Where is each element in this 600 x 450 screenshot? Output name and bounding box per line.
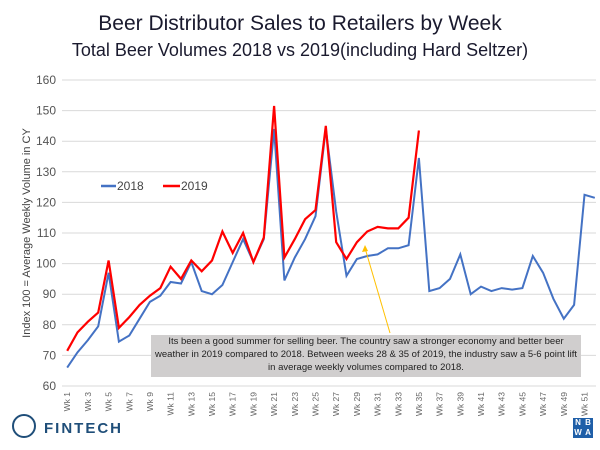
legend-label-2019: 2019 — [181, 179, 208, 193]
fintech-logo-text: FINTECH — [44, 420, 123, 437]
chart-subtitle: Total Beer Volumes 2018 vs 2019(includin… — [71, 40, 529, 60]
nbwa-b: B — [585, 418, 591, 427]
x-tick-label: Wk 9 — [145, 392, 155, 412]
annotation-arrow — [364, 247, 391, 334]
x-axis-ticks: Wk 1 Wk 3 Wk 5 Wk 7 Wk 9 Wk 11 Wk 13 Wk 15 Wk 17… — [62, 392, 589, 416]
legend: 2018 2019 — [101, 179, 208, 193]
x-tick-label: Wk 19 — [248, 392, 258, 416]
y-axis-label: Index 100 = Average Weekly Volume in CY — [21, 128, 33, 338]
x-tick-label: Wk 41 — [476, 392, 486, 416]
y-tick-label: 160 — [36, 73, 56, 87]
x-tick-label: Wk 25 — [310, 392, 320, 416]
y-tick-label: 90 — [43, 287, 57, 301]
x-tick-label: Wk 21 — [269, 392, 279, 416]
x-tick-label: Wk 43 — [497, 392, 507, 416]
fintech-logo-icon — [12, 414, 36, 438]
x-tick-label: Wk 49 — [559, 392, 569, 416]
y-tick-label: 140 — [36, 134, 56, 148]
x-tick-label: Wk 11 — [166, 392, 176, 416]
x-tick-label: Wk 47 — [538, 392, 548, 416]
x-tick-label: Wk 17 — [228, 392, 238, 416]
y-tick-label: 70 — [43, 348, 57, 362]
x-tick-label: Wk 35 — [414, 392, 424, 416]
y-tick-label: 120 — [36, 195, 56, 209]
x-tick-label: Wk 45 — [517, 392, 527, 416]
nbwa-n: N — [575, 418, 581, 427]
x-tick-label: Wk 37 — [435, 392, 445, 416]
nbwa-logo-icon: N B W A — [573, 418, 593, 438]
x-tick-label: Wk 7 — [124, 392, 134, 412]
y-tick-label: 130 — [36, 165, 56, 179]
series-line-2019 — [66, 105, 420, 352]
nbwa-a: A — [585, 428, 591, 437]
annotation-box: Its been a good summer for selling beer.… — [151, 335, 581, 377]
chart-title: Beer Distributor Sales to Retailers by W… — [98, 12, 502, 35]
x-tick-label: Wk 13 — [186, 392, 196, 416]
x-tick-label: Wk 5 — [104, 392, 114, 412]
y-tick-label: 100 — [36, 257, 56, 271]
y-tick-label: 150 — [36, 104, 56, 118]
y-tick-label: 60 — [43, 379, 57, 393]
legend-label-2018: 2018 — [117, 179, 144, 193]
x-tick-label: Wk 27 — [331, 392, 341, 416]
nbwa-w: W — [574, 428, 582, 437]
series-lines — [66, 105, 596, 369]
x-tick-label: Wk 51 — [579, 392, 589, 416]
series-line-2018 — [66, 128, 596, 369]
x-tick-label: Wk 29 — [352, 392, 362, 416]
x-tick-label: Wk 33 — [393, 392, 403, 416]
annotation-arrowhead — [362, 245, 368, 252]
y-tick-label: 80 — [43, 318, 57, 332]
x-tick-label: Wk 15 — [207, 392, 217, 416]
x-tick-label: Wk 1 — [62, 392, 72, 412]
x-tick-label: Wk 3 — [83, 392, 93, 412]
x-tick-label: Wk 31 — [373, 392, 383, 416]
x-tick-label: Wk 23 — [290, 392, 300, 416]
y-axis-ticks: 60 70 80 90 100 110 120 130 140 150 160 — [36, 73, 56, 393]
y-tick-label: 110 — [37, 226, 56, 240]
x-tick-label: Wk 39 — [455, 392, 465, 416]
